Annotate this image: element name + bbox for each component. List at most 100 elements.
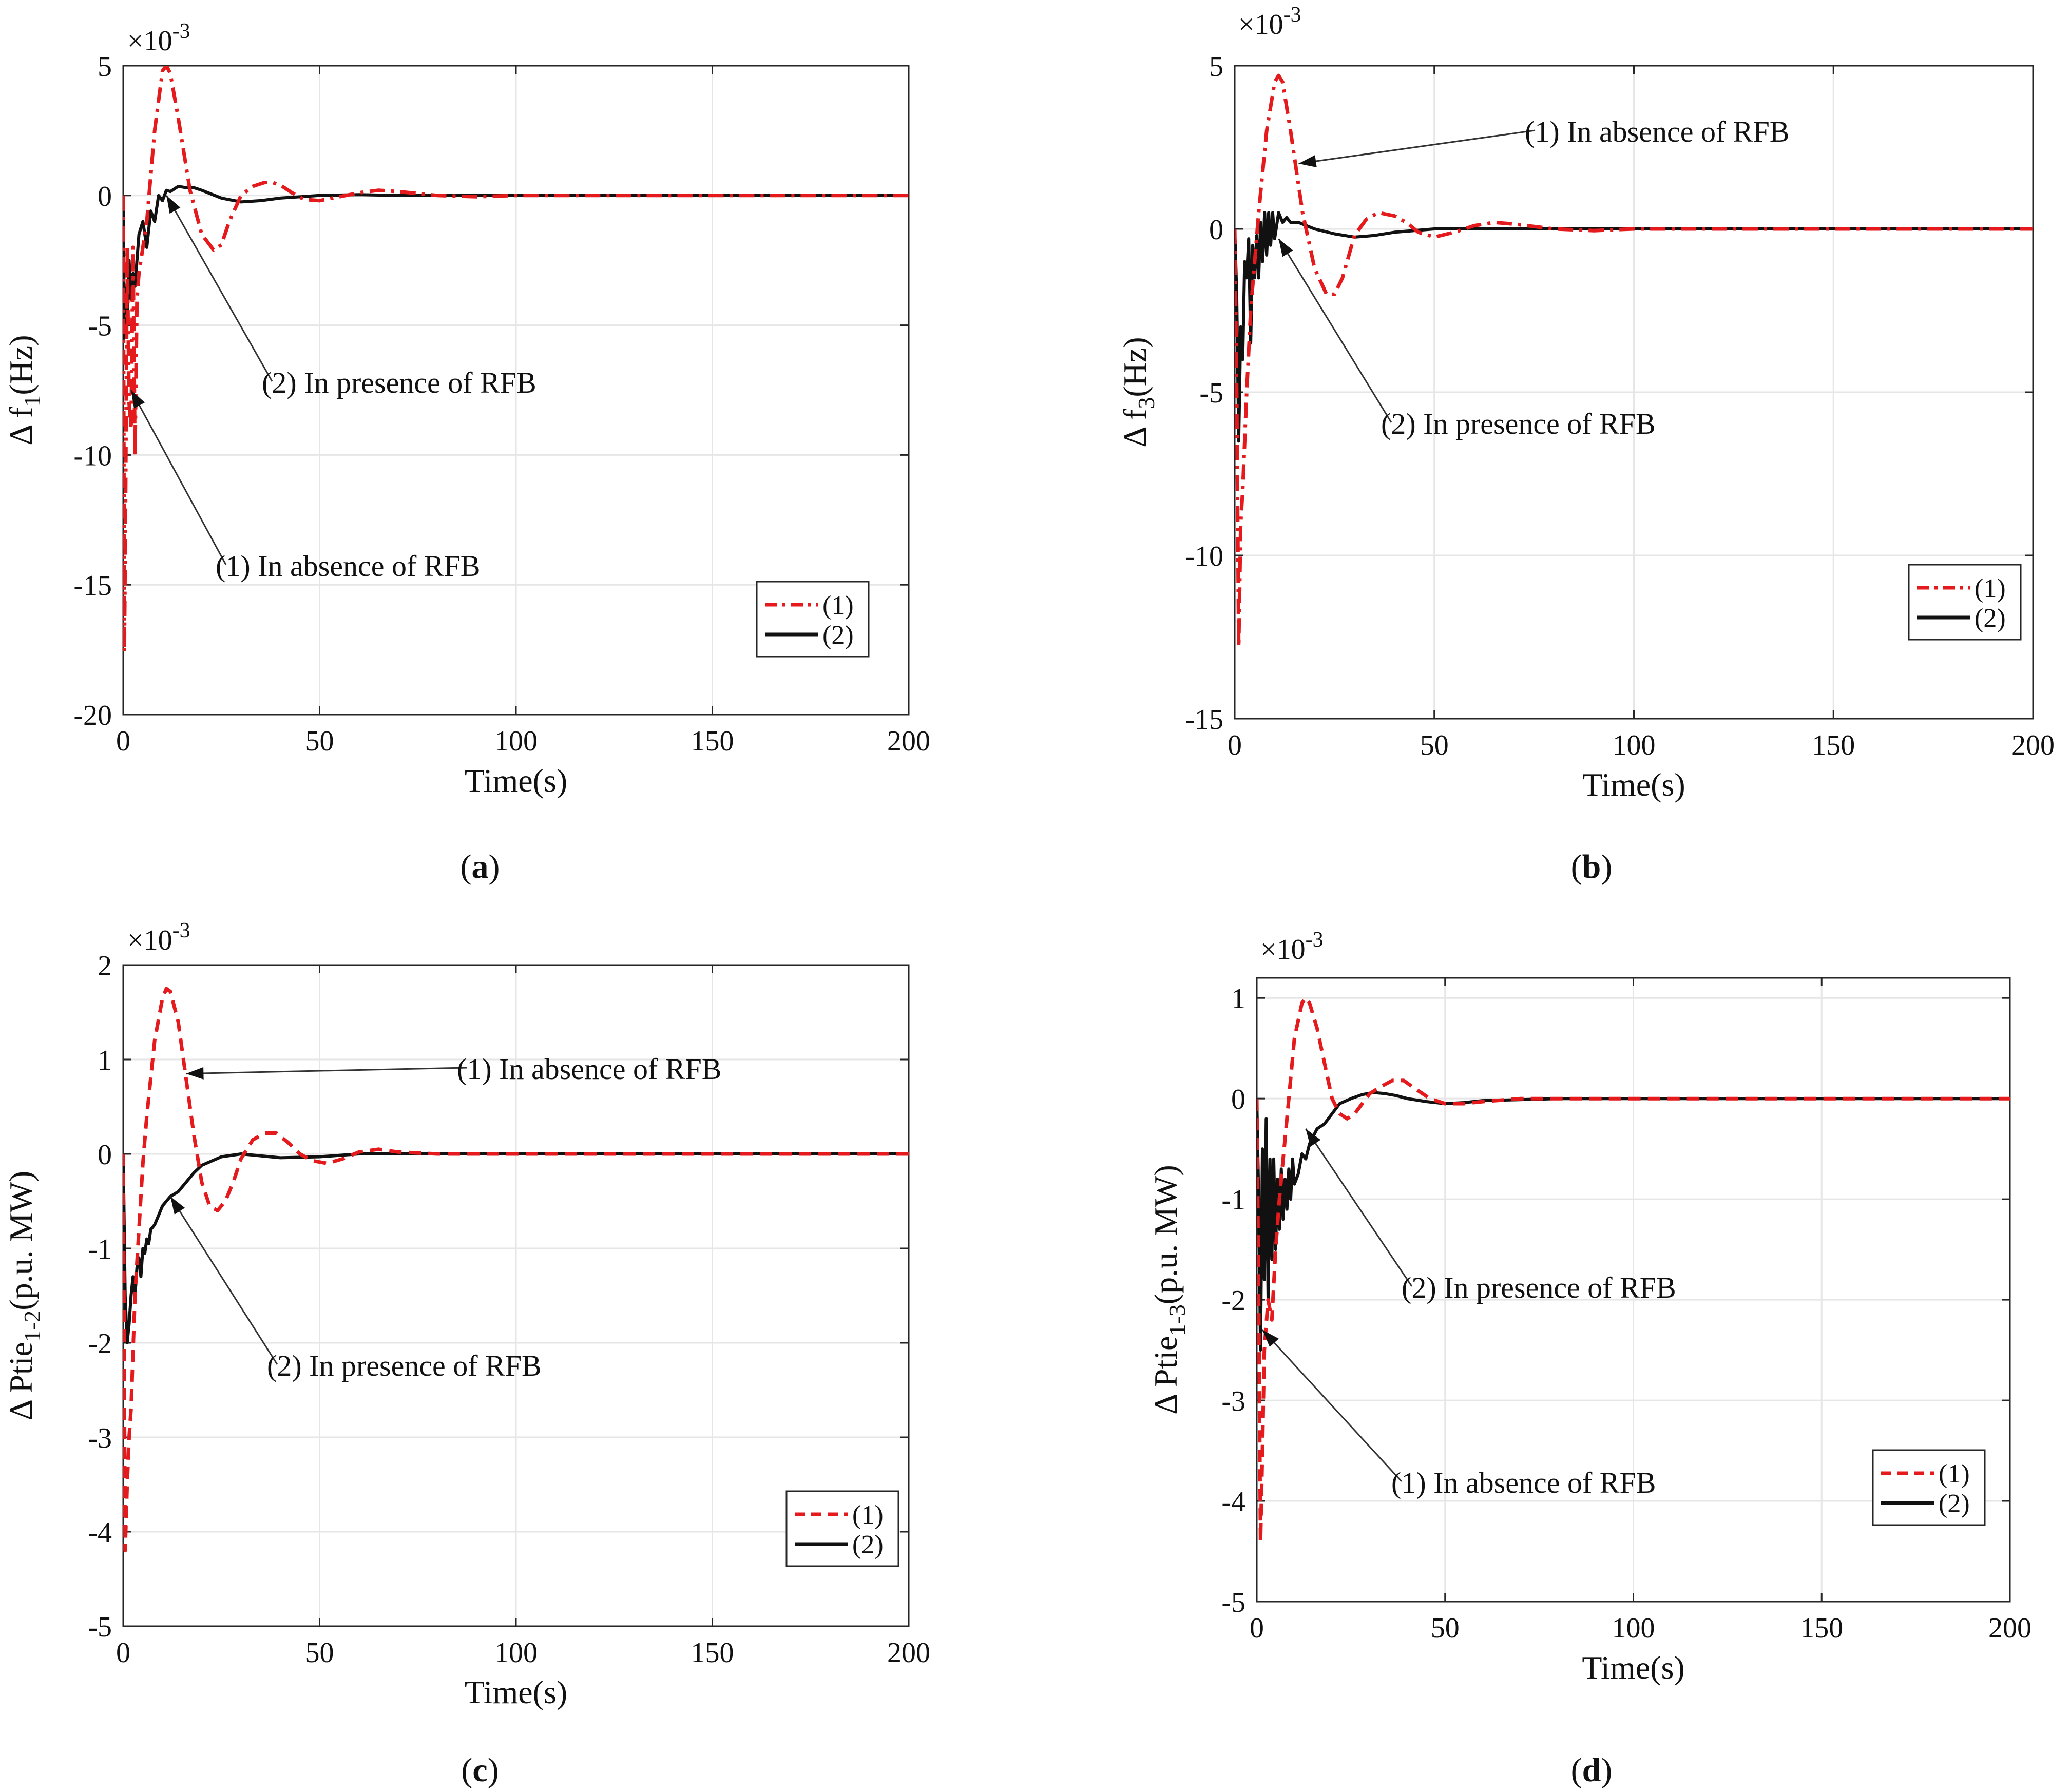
annotation-text: (2) In presence of RFB	[262, 366, 536, 399]
series-line-1	[123, 987, 909, 1553]
y-tick-label: 0	[98, 1139, 112, 1171]
y-tick-label: 5	[1209, 51, 1223, 83]
legend-label-2: (2)	[822, 621, 854, 650]
x-tick-label: 200	[1988, 1612, 2031, 1644]
chart-a: 0 50 100 150 200 -20 -15 -10 -5 0 5 ×10-3 Time(s) Δ f…	[3, 20, 930, 885]
legend-box	[785, 1490, 899, 1567]
x-tick-label: 150	[691, 1637, 734, 1669]
x-tick-label: 0	[1250, 1612, 1264, 1644]
annotation-arrow	[169, 1196, 278, 1365]
y-tick-label: -2	[1221, 1285, 1245, 1317]
annotation-arrowhead	[186, 1067, 204, 1080]
legend-label-2: (2)	[1939, 1489, 1970, 1518]
x-tick-label: 50	[1420, 729, 1449, 761]
x-tick-label: 100	[1613, 729, 1656, 761]
x-tick-label: 150	[1812, 729, 1855, 761]
legend-box	[1872, 1449, 1986, 1526]
y-tick-label: 2	[98, 950, 112, 982]
annotation-arrow	[130, 390, 227, 565]
y-tick-label: -10	[1185, 541, 1223, 572]
legend-label-1: (1)	[822, 591, 854, 620]
series-line-1	[1257, 996, 2010, 1543]
series-line-1	[1235, 73, 2033, 649]
y-tick-label: -10	[73, 440, 112, 472]
annotation-text: (1) In absence of RFB	[1391, 1466, 1656, 1499]
annotation-arrowhead	[1298, 155, 1317, 167]
annotation-arrowhead	[170, 1196, 185, 1215]
y-axis-label: Δ f3(Hz)	[1117, 337, 1159, 447]
y-tick-label: 1	[98, 1045, 112, 1076]
x-tick-label: 0	[116, 1637, 130, 1669]
chart-c: 0 50 100 150 200 -5 -4 -3 -2 -1 0 1 2 ×10-3 Time(s) Δ P…	[3, 919, 930, 1789]
x-tick-label: 200	[887, 1637, 930, 1669]
series-line-1	[123, 66, 909, 654]
y-tick-label: 0	[1231, 1084, 1245, 1115]
x-tick-label: 50	[305, 725, 334, 757]
annotation-arrow	[1305, 1128, 1413, 1287]
x-tick-label: 50	[305, 1637, 334, 1669]
annotation-text: (1) In absence of RFB	[1525, 115, 1789, 148]
x-axis-label: Time(s)	[1582, 1649, 1684, 1686]
x-tick-label: 100	[1612, 1612, 1655, 1644]
x-axis-label: Time(s)	[1582, 766, 1685, 803]
annotation-arrowhead	[131, 390, 145, 409]
y-tick-label: -4	[88, 1517, 112, 1549]
x-tick-label: 100	[494, 725, 538, 757]
y-axis-label: Δ f1(Hz)	[3, 335, 45, 445]
x-axis-label: Time(s)	[465, 1674, 567, 1710]
legend-label-1: (1)	[1975, 574, 2006, 603]
x-tick-label: 200	[887, 725, 930, 757]
y-tick-label: -15	[73, 570, 112, 602]
y-tick-label: -1	[88, 1234, 112, 1265]
x-tick-label: 150	[1800, 1612, 1843, 1644]
subfigure-caption: (c)	[461, 1751, 499, 1789]
x-tick-label: 200	[2011, 729, 2055, 761]
y-tick-label: -5	[1199, 377, 1223, 409]
annotation-text: (2) In presence of RFB	[267, 1349, 542, 1382]
y-tick-label: -15	[1185, 704, 1223, 736]
annotation-arrow	[1278, 238, 1392, 423]
y-tick-label: -5	[1221, 1587, 1245, 1618]
legend-box	[1908, 564, 2022, 641]
annotation-arrowhead	[1306, 1128, 1321, 1147]
x-tick-label: 50	[1431, 1612, 1460, 1644]
subfigure-caption: (d)	[1571, 1751, 1613, 1789]
y-axis-label: Δ Ptie1-2(p.u. MW)	[3, 1171, 45, 1420]
y-tick-label: -5	[88, 1611, 112, 1643]
subfigure-caption: (a)	[461, 848, 500, 885]
x-tick-label: 0	[1228, 729, 1242, 761]
legend-label-2: (2)	[1975, 604, 2006, 633]
annotation-arrowhead	[1262, 1329, 1279, 1347]
annotation-arrow	[186, 1067, 468, 1075]
y-axis-label: Δ Ptie1-3(p.u. MW)	[1147, 1165, 1190, 1414]
y-tick-label: 1	[1231, 983, 1245, 1015]
y-tick-label: 0	[1209, 214, 1223, 246]
y-tick-label: -5	[88, 311, 112, 342]
annotation-arrowhead	[166, 195, 181, 214]
y-tick-label: -3	[88, 1422, 112, 1454]
x-tick-label: 150	[691, 725, 734, 757]
y-tick-label: -3	[1221, 1385, 1245, 1417]
axis-multiplier: ×10-3	[127, 919, 190, 956]
x-tick-label: 0	[116, 725, 130, 757]
axis-multiplier: ×10-3	[1260, 928, 1324, 966]
chart-b: 0 50 100 150 200 -15 -10 -5 0 5 ×10-3 Time(s) Δ f3(H…	[1117, 3, 2055, 885]
y-tick-label: -1	[1221, 1184, 1245, 1216]
y-tick-label: -4	[1221, 1486, 1245, 1518]
series-line-2	[1257, 1091, 2010, 1352]
annotation-arrow	[1298, 129, 1536, 165]
axis-multiplier: ×10-3	[127, 20, 190, 57]
annotation-text: (2) In presence of RFB	[1381, 407, 1656, 440]
annotation-text: (2) In presence of RFB	[1402, 1271, 1676, 1304]
legend-label-2: (2)	[852, 1530, 884, 1559]
x-tick-label: 100	[494, 1637, 538, 1669]
series-line-2	[123, 1152, 909, 1344]
annotation-text: (1) In absence of RFB	[457, 1052, 721, 1086]
y-tick-label: -2	[88, 1328, 112, 1360]
axis-multiplier: ×10-3	[1238, 3, 1301, 41]
legend-label-1: (1)	[852, 1500, 884, 1530]
chart-d: 0 50 100 150 200 -5 -4 -3 -2 -1 0 1 ×10-3 Time(s) Δ Pt…	[1147, 928, 2031, 1789]
legend-box	[756, 581, 870, 658]
